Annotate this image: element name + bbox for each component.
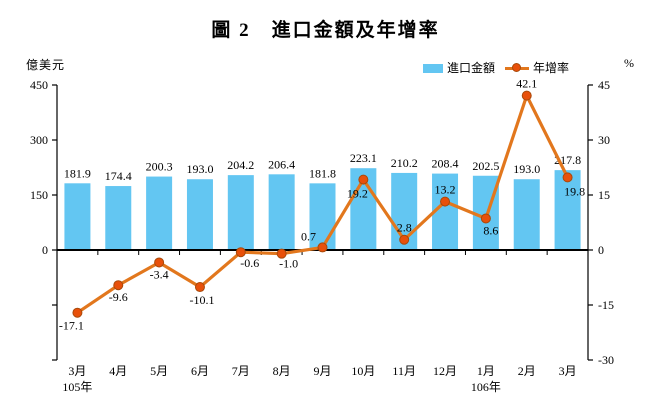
bar bbox=[146, 176, 173, 250]
line-marker-dot-icon bbox=[512, 62, 522, 72]
line-value-label: 2.8 bbox=[397, 221, 412, 235]
line-marker bbox=[194, 282, 205, 293]
line-value-label: -3.4 bbox=[150, 267, 169, 281]
bar-swatch-icon bbox=[423, 63, 443, 73]
line-marker bbox=[317, 242, 328, 253]
line-value-label: -9.6 bbox=[109, 290, 128, 304]
line-marker bbox=[480, 213, 491, 224]
bar-value-label: 193.0 bbox=[513, 162, 540, 176]
line-value-label: 19.8 bbox=[564, 184, 585, 198]
x-axis-label: 10月 bbox=[351, 364, 375, 378]
bar-value-label: 181.8 bbox=[309, 166, 336, 180]
bar-value-label: 208.4 bbox=[432, 157, 459, 171]
bar bbox=[554, 170, 581, 250]
bar-value-label: 174.4 bbox=[105, 169, 132, 183]
legend-label-growth-rate: 年增率 bbox=[533, 61, 570, 75]
right-axis-tick-label: 45 bbox=[598, 78, 610, 92]
bar bbox=[186, 179, 213, 250]
line-value-label: -0.6 bbox=[240, 256, 259, 270]
line-marker bbox=[72, 307, 83, 318]
line-marker bbox=[440, 196, 451, 207]
line-value-label: -1.0 bbox=[279, 257, 298, 271]
left-axis-unit-label: 億美元 bbox=[26, 58, 66, 72]
line-marker bbox=[358, 174, 369, 185]
x-axis-label: 2月 bbox=[518, 364, 536, 378]
line-marker bbox=[154, 257, 165, 268]
line-value-label: 0.7 bbox=[301, 229, 316, 243]
line-marker bbox=[276, 248, 287, 259]
left-axis-tick-label: 450 bbox=[30, 78, 48, 92]
line-marker bbox=[521, 90, 532, 101]
right-axis-tick-label: -30 bbox=[598, 353, 614, 367]
x-axis-label: 9月 bbox=[313, 364, 331, 378]
right-axis-tick-label: -15 bbox=[598, 298, 614, 312]
legend-label-import-amount: 進口金額 bbox=[447, 61, 496, 75]
bar-value-label: 200.3 bbox=[146, 160, 173, 174]
bar bbox=[268, 174, 295, 250]
x-axis-label: 6月 bbox=[191, 364, 209, 378]
bar-value-label: 223.1 bbox=[350, 151, 377, 165]
legend-item-growth-rate: 年增率 bbox=[505, 61, 569, 75]
x-axis-year-label: 106年 bbox=[471, 380, 501, 394]
x-axis-label: 1月 bbox=[477, 364, 495, 378]
bar-value-label: 202.5 bbox=[472, 159, 499, 173]
right-axis-unit-label: % bbox=[624, 56, 634, 70]
x-axis-label: 8月 bbox=[273, 364, 291, 378]
bar bbox=[309, 183, 336, 250]
right-axis-tick-label: 15 bbox=[598, 188, 610, 202]
x-axis-year-label: 105年 bbox=[62, 380, 92, 394]
x-axis-label: 11月 bbox=[392, 364, 416, 378]
line-value-label: 13.2 bbox=[435, 183, 456, 197]
bar bbox=[227, 175, 254, 250]
x-axis-label: 3月 bbox=[559, 364, 577, 378]
line-value-label: -10.1 bbox=[189, 293, 214, 307]
legend-item-import-amount: 進口金額 bbox=[423, 61, 495, 75]
left-axis-tick-label: 150 bbox=[30, 188, 48, 202]
bar bbox=[513, 179, 540, 250]
line-marker bbox=[562, 172, 573, 183]
chart-title: 圖 2 進口金額及年增率 bbox=[211, 20, 440, 41]
line-marker bbox=[399, 234, 410, 245]
bar-value-label: 204.2 bbox=[227, 158, 254, 172]
bar-value-label: 193.0 bbox=[186, 162, 213, 176]
bar bbox=[105, 186, 132, 250]
line-marker-swatch-icon bbox=[505, 62, 530, 72]
legend: 進口金額 年增率 bbox=[423, 61, 579, 75]
right-axis-tick-label: 0 bbox=[598, 243, 604, 257]
bar-value-label: 210.2 bbox=[391, 156, 418, 170]
x-axis-label: 12月 bbox=[433, 364, 457, 378]
x-axis-label: 5月 bbox=[150, 364, 168, 378]
right-axis-tick-label: 30 bbox=[598, 133, 610, 147]
left-axis-tick-label: 0 bbox=[42, 243, 48, 257]
line-value-label: 8.6 bbox=[483, 223, 498, 237]
bar-value-label: 181.9 bbox=[64, 166, 91, 180]
line-marker bbox=[113, 280, 124, 291]
line-marker bbox=[235, 247, 246, 258]
x-axis-label: 4月 bbox=[109, 364, 127, 378]
x-axis-label: 7月 bbox=[232, 364, 250, 378]
left-axis-tick-label: 300 bbox=[30, 133, 48, 147]
x-axis-label: 3月 bbox=[68, 364, 86, 378]
line-value-label: 19.2 bbox=[347, 187, 368, 201]
line-value-label: 42.1 bbox=[516, 77, 537, 91]
line-value-label: -17.1 bbox=[59, 319, 84, 333]
bar-value-label: 206.4 bbox=[268, 157, 295, 171]
bar bbox=[64, 183, 91, 250]
